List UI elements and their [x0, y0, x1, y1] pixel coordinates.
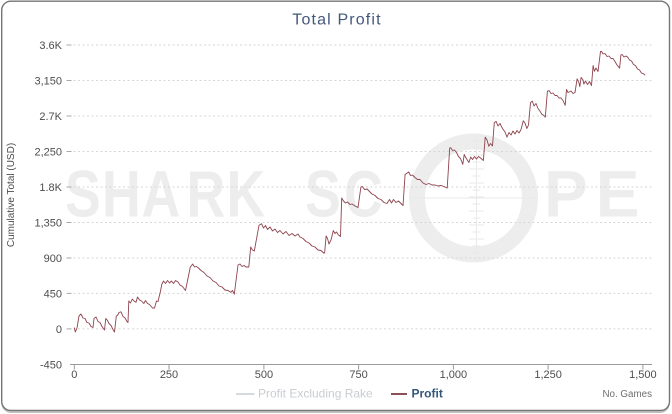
svg-text:Total Profit: Total Profit [292, 11, 381, 28]
svg-text:0: 0 [56, 324, 62, 336]
svg-text:1.8K: 1.8K [39, 182, 62, 194]
svg-text:500: 500 [255, 369, 273, 381]
svg-text:450: 450 [44, 288, 62, 300]
svg-text:1,250: 1,250 [534, 369, 562, 381]
svg-text:1,350: 1,350 [34, 218, 62, 230]
svg-text:-450: -450 [40, 360, 62, 372]
svg-text:0: 0 [71, 369, 77, 381]
svg-text:Profit: Profit [412, 386, 443, 400]
svg-text:No. Games: No. Games [602, 389, 652, 400]
svg-text:Cumulative Total (USD): Cumulative Total (USD) [6, 143, 17, 247]
svg-text:SHARKSC: SHARKSC [65, 157, 383, 230]
svg-text:PE: PE [544, 158, 647, 231]
svg-text:250: 250 [160, 369, 178, 381]
svg-text:3,150: 3,150 [34, 76, 62, 88]
svg-text:Profit Excluding Rake: Profit Excluding Rake [258, 386, 373, 400]
svg-text:900: 900 [44, 253, 62, 265]
svg-text:1,000: 1,000 [440, 369, 468, 381]
svg-text:2,250: 2,250 [34, 147, 62, 159]
svg-text:2.7K: 2.7K [39, 111, 62, 123]
svg-text:1,500: 1,500 [629, 369, 657, 381]
svg-text:3.6K: 3.6K [39, 40, 62, 52]
svg-text:750: 750 [349, 369, 367, 381]
